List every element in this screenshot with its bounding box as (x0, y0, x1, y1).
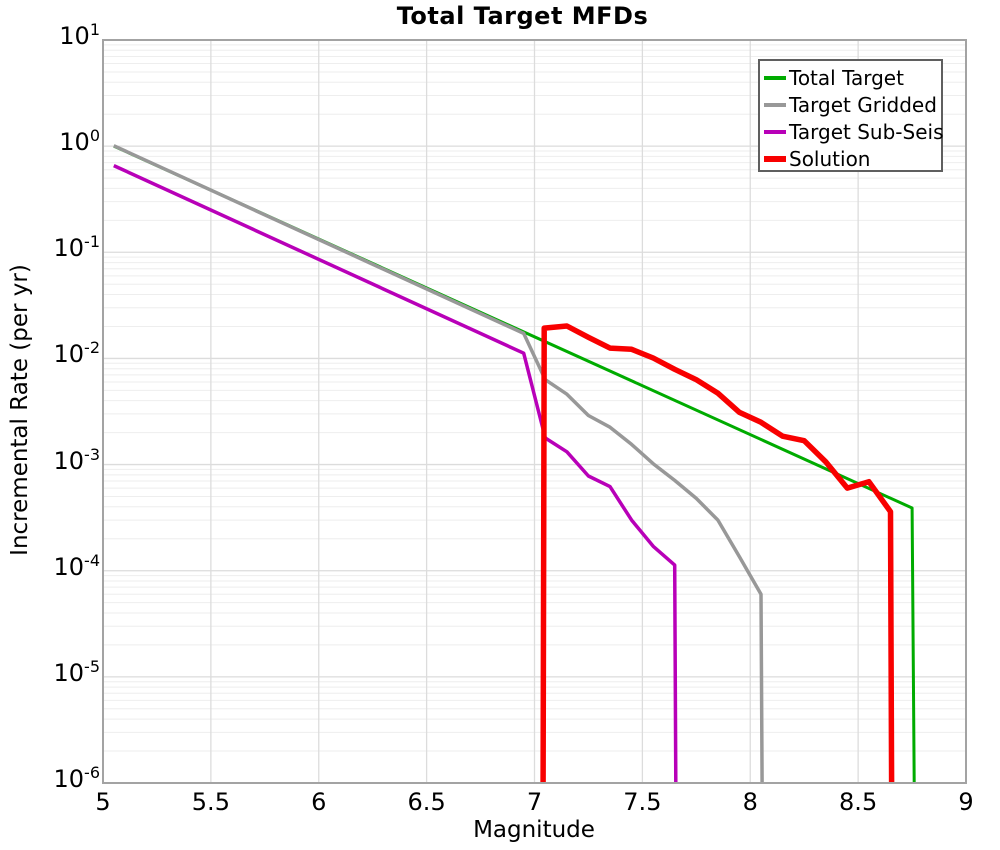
x-tick-label: 9 (958, 788, 974, 816)
legend-label-target-gridded: Target Gridded (789, 92, 937, 117)
y-tick-label: 10-3 (53, 444, 101, 475)
legend-item-solution: Solution (764, 145, 941, 172)
legend: Total Target Target Gridded Target Sub-S… (758, 59, 944, 172)
x-tick-label: 7 (526, 788, 543, 816)
legend-line-swatch-total-target (764, 75, 786, 80)
x-tick-label: 8 (742, 788, 758, 816)
y-tick-label: 101 (59, 20, 100, 51)
legend-item-target-gridded: Target Gridded (764, 91, 941, 118)
legend-line-swatch-solution (764, 155, 786, 162)
x-tick-label: 5 (95, 788, 111, 816)
legend-item-target-sub-seis: Target Sub-Seis (764, 118, 944, 145)
x-axis-label: Magnitude (473, 817, 595, 843)
x-tick-label: 8.5 (839, 788, 878, 816)
legend-label-total-target: Total Target (789, 65, 904, 90)
y-tick-label: 10-1 (53, 232, 101, 263)
series-line-target-sub-seis (113, 164, 678, 784)
x-tick-label: 6 (311, 788, 327, 816)
y-tick-label: 10-2 (53, 338, 101, 369)
y-tick-label: 10-5 (53, 656, 101, 687)
x-tick-label: 6.5 (407, 788, 446, 816)
legend-item-total-target: Total Target (764, 64, 941, 91)
y-axis-label: Incremental Rate (per yr) (7, 264, 33, 556)
plot-frame (102, 39, 967, 784)
legend-line-swatch-target-sub-seis (764, 129, 786, 134)
y-tick-label: 100 (59, 126, 100, 157)
series-line-solution (540, 323, 895, 784)
legend-line-swatch-target-gridded (764, 102, 786, 107)
legend-label-target-sub-seis: Target Sub-Seis (789, 119, 944, 144)
x-tick-label: 5.5 (191, 788, 230, 816)
y-tick-label: 10-6 (53, 763, 101, 794)
x-tick-label: 7.5 (623, 788, 662, 816)
legend-label-solution: Solution (789, 146, 871, 171)
chart-title: Total Target MFDs (396, 2, 649, 30)
series-line-target-gridded (113, 144, 764, 784)
y-tick-label: 10-4 (53, 550, 101, 581)
